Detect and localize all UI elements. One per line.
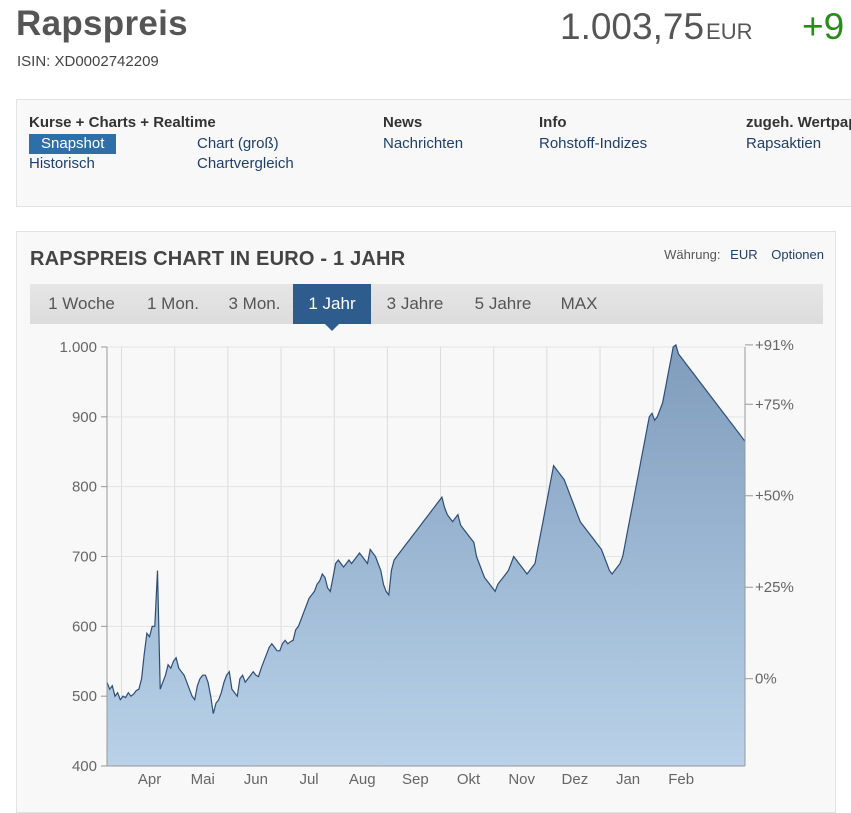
range-tabs: 1 Woche 1 Mon. 3 Mon. 1 Jahr 3 Jahre 5 J… (30, 284, 823, 331)
x-tick-label: Jul (299, 771, 318, 788)
tab-3-jahre[interactable]: 3 Jahre (386, 294, 444, 313)
y-tick-label: 600 (72, 618, 97, 635)
tab-3-mon[interactable]: 3 Mon. (228, 294, 281, 313)
tab-max[interactable]: MAX (560, 294, 598, 313)
nav-head-news: News (383, 114, 423, 131)
nav-link-chart-gross[interactable]: Chart (groß) (197, 135, 279, 152)
nav-head-wertpapiere: zugeh. Wertpapiere (746, 114, 851, 131)
y2-tick-label: +91% (755, 337, 794, 354)
currency-select[interactable]: EUR (730, 247, 758, 262)
nav-col-info: Info Rohstoff-Indizes (539, 114, 647, 154)
nav-head-info: Info (539, 114, 567, 131)
x-tick-label: Okt (457, 771, 481, 788)
isin-label: ISIN: XD0002742209 (17, 53, 159, 70)
x-tick-label: Mai (191, 771, 215, 788)
currency-label: Währung: (664, 247, 721, 262)
nav-col-kurse-sub: Chart (groß) Chartvergleich (197, 134, 294, 174)
nav-link-historisch[interactable]: Historisch (29, 155, 95, 172)
chart-title: RAPSPREIS CHART IN EURO - 1 JAHR (30, 248, 406, 270)
chart-options: Währung: EUR Optionen (664, 247, 824, 262)
y2-tick-label: +50% (755, 488, 794, 505)
price-value: 1.003,75 (560, 6, 705, 47)
x-tick-label: Nov (508, 771, 535, 788)
price-currency: EUR (706, 19, 753, 44)
nav-link-nachrichten[interactable]: Nachrichten (383, 135, 464, 152)
x-tick-label: Sep (402, 771, 429, 788)
y-tick-label: 500 (72, 688, 97, 705)
page-title: Rapspreis (16, 4, 188, 43)
chart-axes: 400 500 600 700 800 900 1.000 Apr Mai Jun Jul Aug Se… (59, 337, 793, 788)
tab-1-woche[interactable]: 1 Woche (48, 294, 115, 313)
nav-head-kurse: Kurse + Charts + Realtime (29, 114, 216, 131)
y2-tick-label: +25% (755, 579, 794, 596)
x-tick-label: Jan (616, 771, 640, 788)
price-change: +9 (802, 6, 845, 47)
options-link[interactable]: Optionen (771, 247, 824, 262)
nav-link-snapshot[interactable]: Snapshot (29, 134, 117, 154)
nav-col-wertpapiere: zugeh. Wertpapiere Rapsaktien (746, 114, 851, 154)
y-tick-label: 800 (72, 479, 97, 496)
section-nav: Kurse + Charts + Realtime Snapshot Histo… (16, 99, 851, 207)
nav-col-kurse: Kurse + Charts + Realtime Snapshot Histo… (29, 114, 216, 174)
chart-area-layer (106, 343, 746, 766)
y2-tick-label: 0% (755, 671, 777, 688)
y-tick-label: 700 (72, 549, 97, 566)
x-tick-label: Feb (668, 771, 694, 788)
tab-5-jahre[interactable]: 5 Jahre (474, 294, 532, 313)
tab-1-mon[interactable]: 1 Mon. (147, 294, 199, 313)
tab-1-jahr[interactable]: 1 Jahr (293, 284, 371, 331)
x-tick-label: Dez (562, 771, 589, 788)
nav-col-news: News Nachrichten (383, 114, 463, 154)
x-tick-label: Apr (138, 771, 161, 788)
chart-area-fill (107, 344, 745, 766)
nav-link-chartvergleich[interactable]: Chartvergleich (197, 155, 294, 172)
x-tick-label: Jun (244, 771, 268, 788)
nav-link-rapsaktien[interactable]: Rapsaktien (746, 135, 822, 152)
y-tick-label: 400 (72, 758, 97, 775)
nav-link-rohstoff-indizes[interactable]: Rohstoff-Indizes (539, 135, 648, 152)
y-tick-label: 900 (72, 409, 97, 426)
y2-tick-label: +75% (755, 396, 794, 413)
y-tick-label: 1.000 (59, 339, 97, 356)
x-tick-label: Aug (349, 771, 376, 788)
chart-series-line (106, 343, 746, 714)
current-price: 1.003,75EUR (560, 6, 752, 48)
